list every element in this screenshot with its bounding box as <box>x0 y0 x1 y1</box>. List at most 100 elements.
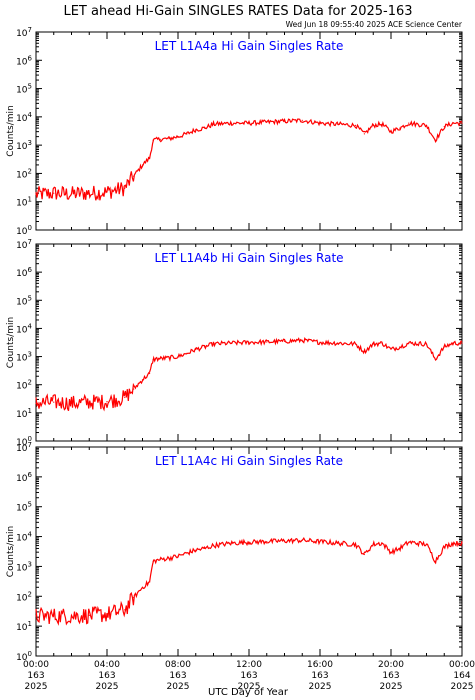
data-point <box>230 122 232 124</box>
data-point <box>159 558 161 561</box>
y-tick-exponent: 1 <box>28 407 32 415</box>
data-point <box>133 175 135 177</box>
data-point <box>337 123 339 125</box>
data-point <box>408 342 410 344</box>
y-tick-exponent: 5 <box>28 294 32 302</box>
data-point <box>399 346 401 348</box>
data-point <box>53 615 55 617</box>
data-point <box>70 193 73 195</box>
y-tick-base: 10 <box>16 114 28 124</box>
data-point <box>204 346 206 348</box>
data-point <box>195 129 197 131</box>
data-point <box>461 542 463 544</box>
data-point <box>452 122 454 124</box>
data-point <box>425 343 428 345</box>
y-tick-label: 102 <box>16 167 32 180</box>
data-point <box>152 560 154 562</box>
y-tick-base: 10 <box>16 444 28 454</box>
data-point <box>354 124 357 126</box>
data-point <box>248 122 250 124</box>
data-point <box>337 342 339 344</box>
x-tick-label-time: 12:00 <box>236 660 262 670</box>
y-tick-label: 106 <box>16 266 32 279</box>
y-tick-exponent: 6 <box>28 266 33 274</box>
x-tick-label-year: 2025 <box>25 682 48 692</box>
data-point <box>425 543 428 545</box>
y-tick-exponent: 1 <box>28 620 32 628</box>
data-series-line <box>35 537 463 626</box>
y-tick-exponent: 2 <box>28 379 32 387</box>
data-point <box>301 339 303 341</box>
data-point <box>319 540 321 543</box>
data-point <box>88 614 90 616</box>
data-point <box>372 543 374 545</box>
x-tick-label-time: 00:00 <box>449 660 475 670</box>
y-tick-label: 104 <box>16 531 32 544</box>
timestamp-label: Wed Jun 18 09:55:40 2025 ACE Science Cen… <box>286 20 463 29</box>
y-tick-base: 10 <box>16 170 28 180</box>
data-point <box>283 120 286 122</box>
x-tick-label-day: 163 <box>98 671 115 681</box>
y-tick-exponent: 5 <box>28 83 32 91</box>
x-tick-label-year: 2025 <box>380 682 403 692</box>
data-point <box>319 122 321 124</box>
data-point <box>266 121 268 123</box>
data-point <box>443 346 445 348</box>
y-tick-base: 10 <box>16 653 28 663</box>
data-point <box>434 358 436 360</box>
data-point <box>159 357 161 360</box>
x-tick-label-year: 2025 <box>96 682 119 692</box>
data-point <box>53 192 55 194</box>
y-tick-base: 10 <box>16 29 28 39</box>
x-tick-label-time: 08:00 <box>165 660 191 670</box>
y-tick-label: 101 <box>16 407 32 420</box>
data-point <box>283 540 286 542</box>
data-point <box>381 542 383 544</box>
y-tick-exponent: 7 <box>28 238 32 246</box>
data-point <box>106 401 108 403</box>
y-tick-exponent: 2 <box>28 590 32 598</box>
data-point <box>35 402 37 404</box>
data-point <box>204 547 206 550</box>
data-point <box>248 541 250 543</box>
data-point <box>88 401 90 403</box>
x-tick-label-day: 163 <box>311 671 328 681</box>
y-tick-exponent: 0 <box>28 650 32 658</box>
x-tick-label-time: 20:00 <box>378 660 404 670</box>
x-tick-label-day: 163 <box>27 671 44 681</box>
data-point <box>434 560 436 562</box>
y-tick-exponent: 4 <box>28 531 33 539</box>
data-point <box>212 544 215 547</box>
data-point <box>149 157 151 159</box>
x-axis-label: UTC Day of Year <box>208 687 289 698</box>
y-tick-exponent: 1 <box>28 196 32 204</box>
x-tick-label-year: 2025 <box>309 682 332 692</box>
data-point <box>266 540 268 543</box>
x-tick-label-year: 2025 <box>167 682 190 692</box>
x-tick-label-year: 2025 <box>238 682 261 692</box>
y-axis-label: Counts/min <box>6 526 16 577</box>
data-point <box>408 122 410 124</box>
y-tick-exponent: 2 <box>28 167 32 175</box>
y-tick-base: 10 <box>16 142 28 152</box>
x-tick-label-time: 16:00 <box>307 660 333 670</box>
data-point <box>70 615 73 617</box>
y-tick-base: 10 <box>16 474 28 484</box>
data-point <box>133 388 135 390</box>
data-point <box>390 131 392 133</box>
y-tick-label: 104 <box>16 111 32 124</box>
y-tick-base: 10 <box>16 227 28 237</box>
panel-title: LET L1A4a Hi Gain Singles Rate <box>155 39 344 53</box>
y-tick-label: 100 <box>16 224 32 237</box>
data-point <box>434 139 436 141</box>
data-point <box>390 551 392 553</box>
plot-frame <box>35 446 463 657</box>
data-point <box>452 542 454 544</box>
y-tick-base: 10 <box>16 593 28 603</box>
data-point <box>399 127 401 129</box>
data-point <box>399 547 401 550</box>
data-point <box>363 351 365 353</box>
data-point <box>149 372 151 375</box>
